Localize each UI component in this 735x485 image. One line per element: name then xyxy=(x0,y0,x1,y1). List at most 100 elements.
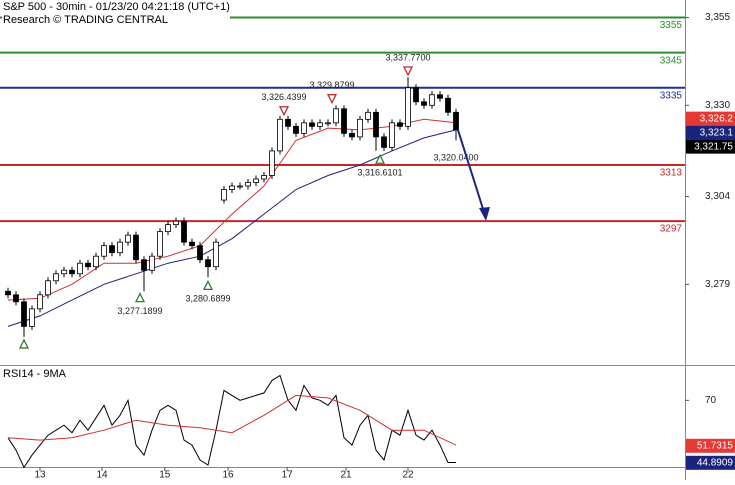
candle-body xyxy=(141,259,147,271)
annotation-label: 3,320.0400 xyxy=(433,153,478,163)
price-tag-label: 51.7315 xyxy=(697,440,734,451)
marker-down xyxy=(278,106,290,117)
marker-down xyxy=(402,66,414,77)
marker-up xyxy=(202,279,214,290)
candle-body xyxy=(205,259,211,268)
marker-up xyxy=(18,338,30,349)
candle-body xyxy=(29,308,35,327)
candle-body xyxy=(437,94,443,99)
candle-body xyxy=(413,87,419,103)
candle-body xyxy=(69,269,75,275)
candle-body xyxy=(421,101,427,106)
x-tick-label: 22 xyxy=(402,470,414,480)
candle-body xyxy=(253,178,259,183)
candle-body xyxy=(85,262,91,268)
projection-arrow xyxy=(457,129,490,221)
candle-body xyxy=(389,122,395,148)
candle-body xyxy=(173,220,179,226)
candle-body xyxy=(101,245,107,257)
candle-body xyxy=(229,185,235,190)
x-tick-label: 16 xyxy=(222,470,234,480)
candle-body xyxy=(397,122,403,127)
candle-body xyxy=(405,87,411,127)
annotation-label: 3,316.6101 xyxy=(357,168,402,178)
level-label: 3355 xyxy=(660,20,683,31)
price-tag xyxy=(686,455,735,470)
candle-body xyxy=(77,262,83,275)
candle-body xyxy=(445,97,451,113)
x-tick-label: 21 xyxy=(340,470,352,480)
candle-body xyxy=(181,220,187,243)
candle-body xyxy=(93,255,99,268)
annotation-label: 3,337.7700 xyxy=(385,52,430,62)
candle-body xyxy=(221,189,227,201)
candle-body xyxy=(21,301,27,327)
price-tag xyxy=(686,139,735,154)
series-line xyxy=(7,118,457,301)
chart-subtitle: Research © TRADING CENTRAL xyxy=(3,14,168,26)
candle-body xyxy=(285,118,291,127)
price-tag xyxy=(686,111,735,126)
price-tag-label: 3,323.1 xyxy=(700,127,734,138)
candle-body xyxy=(37,294,43,310)
x-tick-label: 17 xyxy=(282,470,294,480)
candle-body xyxy=(53,273,59,282)
series-line xyxy=(7,129,457,327)
candle-body xyxy=(349,132,355,138)
candle-body xyxy=(109,245,115,254)
candle-body xyxy=(429,94,435,106)
level-label: 3297 xyxy=(660,224,683,235)
x-tick-label: 13 xyxy=(34,470,46,480)
series-line xyxy=(7,374,456,469)
plot: 3355 3345 3335 3313 3297 3,355 3,330 3,304 3,279… xyxy=(0,12,735,481)
level-label: 3335 xyxy=(660,90,683,101)
y-tick-label: 70 xyxy=(705,395,717,406)
candle-body xyxy=(245,182,251,187)
annotation-label: 3,326.4399 xyxy=(261,92,306,102)
candle-body xyxy=(125,234,131,243)
candle-body xyxy=(269,150,275,176)
candle-body xyxy=(341,108,347,134)
candle-body xyxy=(237,185,243,188)
candle-body xyxy=(301,122,307,134)
candle-body xyxy=(117,241,123,254)
marker-down xyxy=(326,94,338,105)
candle-body xyxy=(453,111,459,131)
y-tick-label: 3,330 xyxy=(705,100,730,111)
price-tag xyxy=(686,438,735,453)
price-tag-label: 3,321.75 xyxy=(694,141,733,152)
candle-body xyxy=(277,118,283,152)
candle-body xyxy=(149,255,155,271)
candle-body xyxy=(333,108,339,124)
candle-body xyxy=(213,241,219,268)
price-tag-label: 44.8909 xyxy=(697,457,734,468)
marker-up xyxy=(134,292,146,303)
level-label: 3345 xyxy=(660,55,683,66)
candle-body xyxy=(261,175,267,180)
level-label: 3313 xyxy=(660,168,683,179)
candle-body xyxy=(5,290,11,296)
y-tick-label: 3,279 xyxy=(705,279,730,290)
title-bg xyxy=(2,1,230,27)
candle-body xyxy=(61,269,67,275)
candle-body xyxy=(293,125,299,134)
candle-body xyxy=(165,224,171,233)
annotation-label: 3,329.8799 xyxy=(309,80,354,90)
candle-body xyxy=(189,241,195,247)
candle-body xyxy=(309,122,315,127)
price-tag xyxy=(686,125,735,140)
y-tick-label: 3,304 xyxy=(705,191,730,202)
candle-body xyxy=(365,111,371,120)
marker-up xyxy=(374,153,386,164)
annotation-label: 3,280.6899 xyxy=(185,294,230,304)
price-tag-label: 3,326.2 xyxy=(700,113,734,124)
candle-body xyxy=(13,294,19,303)
series-line xyxy=(7,394,457,446)
chart-title: S&P 500 - 30min - 01/23/20 04:21:18 (UTC… xyxy=(3,1,230,13)
candle-body xyxy=(133,234,139,261)
candle-body xyxy=(357,118,363,138)
candle-body xyxy=(325,122,331,125)
annotation-label: 3,277.1899 xyxy=(117,306,162,316)
